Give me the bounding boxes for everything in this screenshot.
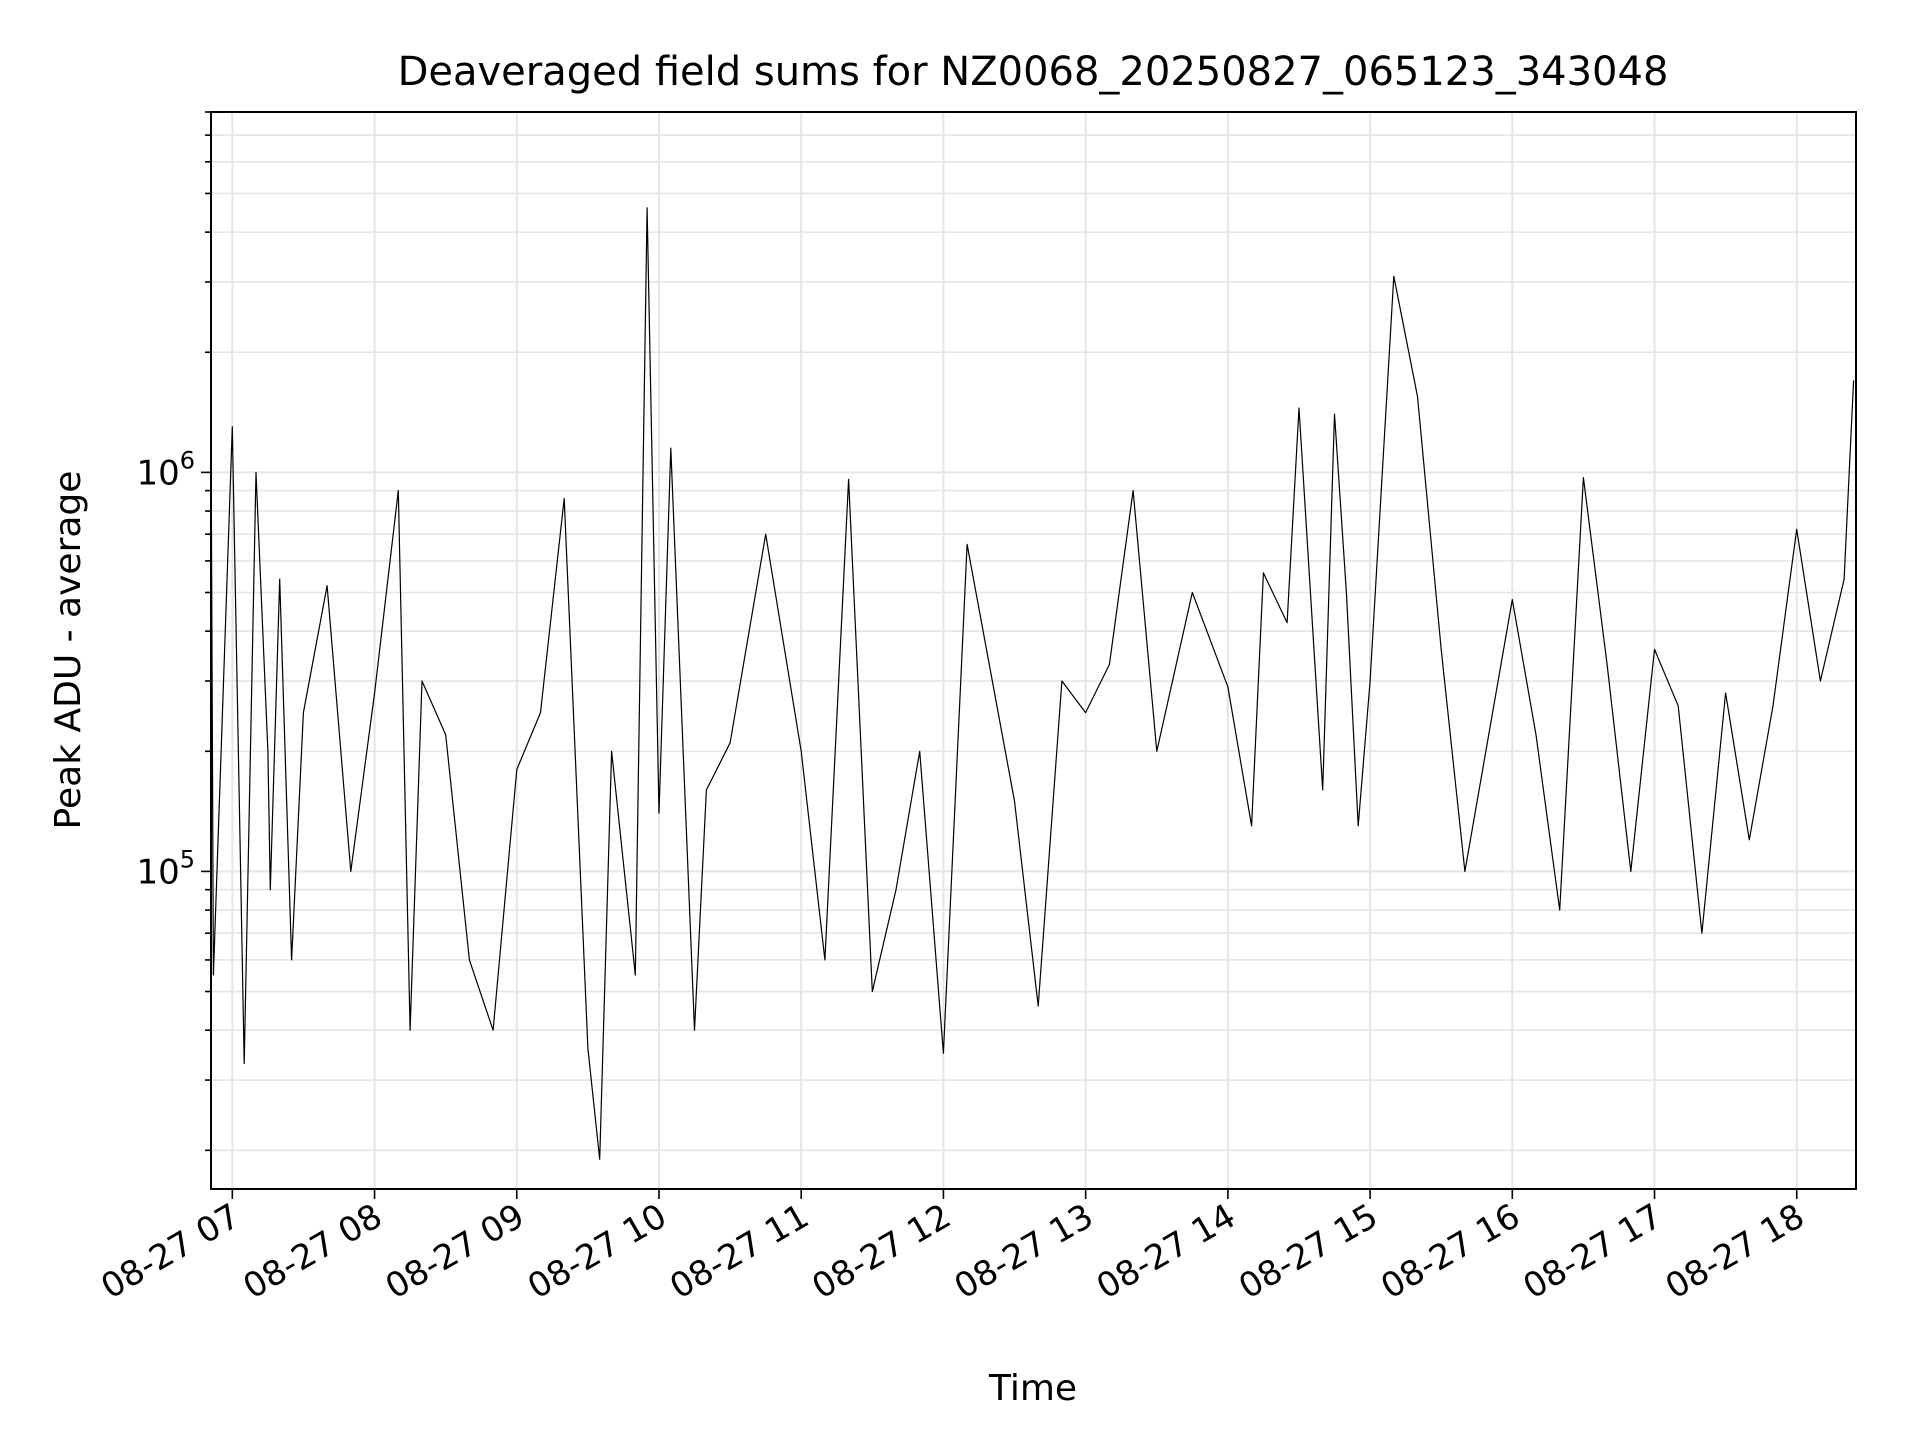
grid-lines [211, 111, 1856, 1189]
y-tick-exponent: 6 [180, 446, 195, 474]
chart-title: Deaveraged field sums for NZ0068_2025082… [398, 49, 1669, 95]
y-axis-label: Peak ADU - average [48, 471, 89, 830]
y-tick-label: 106 [136, 446, 195, 493]
x-axis-label: Time [988, 1368, 1077, 1409]
y-tick-label: 105 [136, 845, 195, 892]
y-tick-base: 10 [136, 852, 179, 892]
series-line [210, 207, 1855, 1160]
y-tick-exponent: 5 [180, 845, 195, 873]
y-tick-base: 10 [136, 453, 179, 493]
plot-area-frame [210, 111, 1857, 1190]
